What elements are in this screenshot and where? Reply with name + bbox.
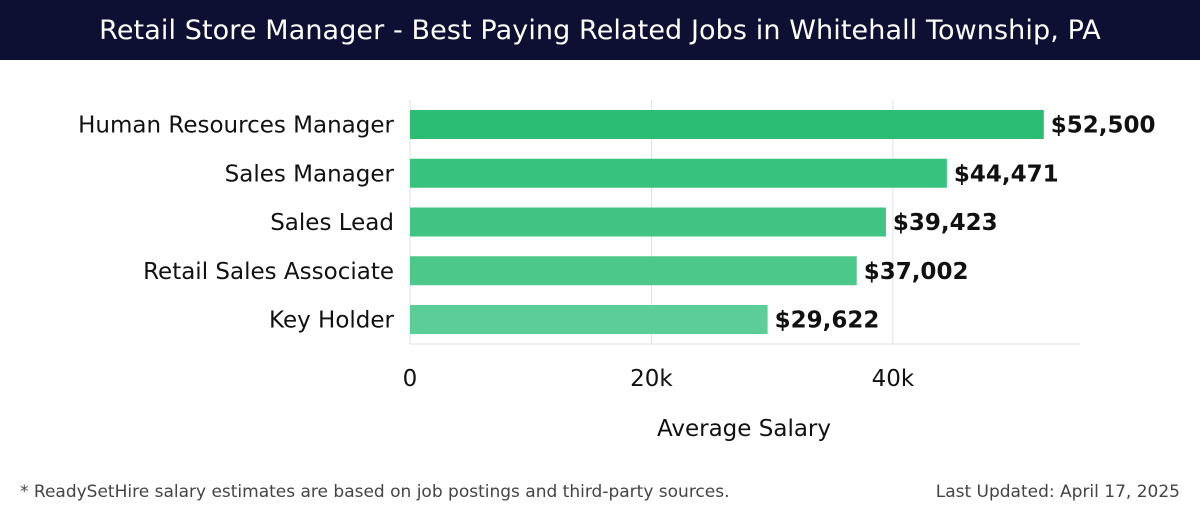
- last-updated: Last Updated: April 17, 2025: [935, 482, 1180, 502]
- x-tick-label: 20k: [630, 366, 673, 392]
- value-label: $39,423: [893, 210, 998, 236]
- bar: [410, 110, 1044, 139]
- category-label: Sales Lead: [270, 210, 394, 236]
- bar: [410, 256, 857, 286]
- bar-layer: Human Resources Manager $52,500 Sales Mana…: [78, 110, 1156, 334]
- category-label: Human Resources Manager: [78, 113, 394, 139]
- value-label: $29,622: [775, 308, 880, 334]
- value-label: $52,500: [1051, 113, 1156, 139]
- x-axis-title: Average Salary: [657, 416, 831, 442]
- value-label: $44,471: [954, 161, 1059, 187]
- category-label: Key Holder: [269, 308, 395, 334]
- chart-title: Retail Store Manager - Best Paying Relat…: [99, 14, 1101, 46]
- x-tick-label: 40k: [872, 366, 915, 392]
- value-label: $37,002: [864, 259, 969, 285]
- x-tick-label: 0: [403, 366, 418, 392]
- title-bar: Retail Store Manager - Best Paying Relat…: [0, 0, 1200, 60]
- bar: [410, 207, 886, 237]
- category-label: Sales Manager: [225, 161, 395, 187]
- tick-layer: 0 20k 40k: [403, 366, 915, 392]
- bar-chart: Human Resources Manager $52,500 Sales Mana…: [78, 100, 1156, 442]
- bar: [410, 158, 947, 188]
- bar: [410, 305, 768, 334]
- category-label: Retail Sales Associate: [143, 259, 394, 285]
- footnote: * ReadySetHire salary estimates are base…: [20, 482, 730, 502]
